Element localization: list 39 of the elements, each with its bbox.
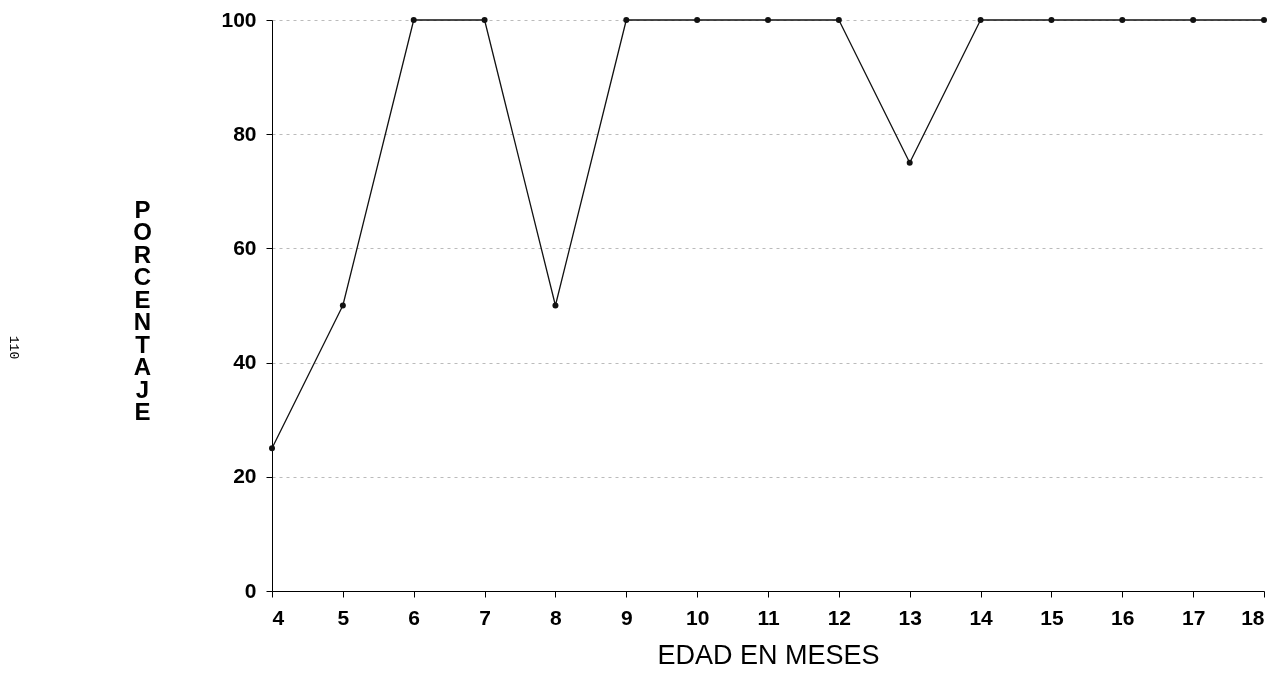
y-tick-label: 100 — [221, 7, 257, 31]
x-tick-label: 8 — [550, 605, 563, 629]
x-tick-label: 6 — [408, 605, 421, 629]
point — [1190, 17, 1197, 23]
x-axis-title: EDAD EN MESES — [657, 639, 880, 670]
point — [694, 17, 701, 23]
text: PORCENTAJE — [133, 195, 152, 425]
point — [481, 17, 488, 23]
y-tick-label: 40 — [233, 350, 257, 374]
point — [1048, 17, 1055, 23]
y-tick-label: 80 — [233, 121, 257, 145]
point — [977, 17, 984, 23]
point — [765, 17, 771, 23]
text: 110 — [6, 335, 22, 360]
point — [1119, 17, 1126, 23]
point — [906, 159, 913, 166]
point — [1261, 17, 1267, 23]
x-tick-label: 9 — [620, 605, 633, 629]
x-tick-label: 14 — [969, 605, 994, 629]
point — [623, 17, 630, 23]
x-tick-label: 11 — [757, 605, 780, 629]
x-tick-label: 5 — [337, 605, 350, 629]
x-tick-label: 4 — [272, 605, 285, 629]
point — [410, 17, 417, 23]
x-tick-label: 13 — [898, 605, 922, 629]
y-tick-label: 0 — [244, 578, 257, 602]
x-tick-label: 17 — [1181, 605, 1206, 629]
x-tick-label: 16 — [1111, 605, 1135, 629]
x-tick-label: 7 — [479, 605, 491, 629]
point — [339, 302, 346, 309]
point — [835, 17, 842, 23]
point — [269, 445, 275, 452]
x-tick-label: 18 — [1241, 605, 1265, 629]
point — [552, 302, 559, 309]
y-tick-label: 60 — [233, 235, 257, 259]
x-tick-label: 10 — [685, 605, 710, 629]
y-tick-label: 20 — [233, 464, 257, 488]
x-tick-label: 12 — [827, 605, 852, 629]
x-tick-label: 15 — [1040, 605, 1064, 629]
